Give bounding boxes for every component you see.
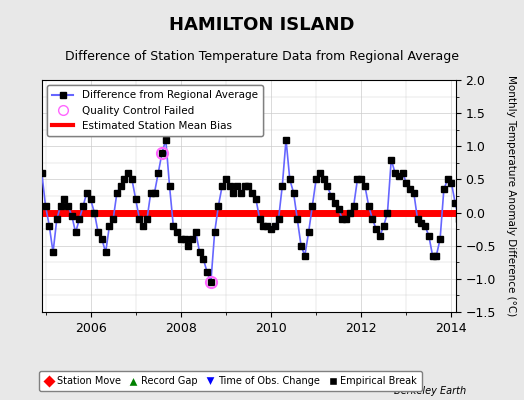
Text: Difference of Station Temperature Data from Regional Average: Difference of Station Temperature Data f…	[65, 50, 459, 63]
Legend: Station Move, Record Gap, Time of Obs. Change, Empirical Break: Station Move, Record Gap, Time of Obs. C…	[39, 372, 422, 391]
Y-axis label: Monthly Temperature Anomaly Difference (°C): Monthly Temperature Anomaly Difference (…	[506, 75, 516, 317]
Legend: Difference from Regional Average, Quality Control Failed, Estimated Station Mean: Difference from Regional Average, Qualit…	[47, 85, 263, 136]
Text: HAMILTON ISLAND: HAMILTON ISLAND	[169, 16, 355, 34]
Text: Berkeley Earth: Berkeley Earth	[394, 386, 466, 396]
